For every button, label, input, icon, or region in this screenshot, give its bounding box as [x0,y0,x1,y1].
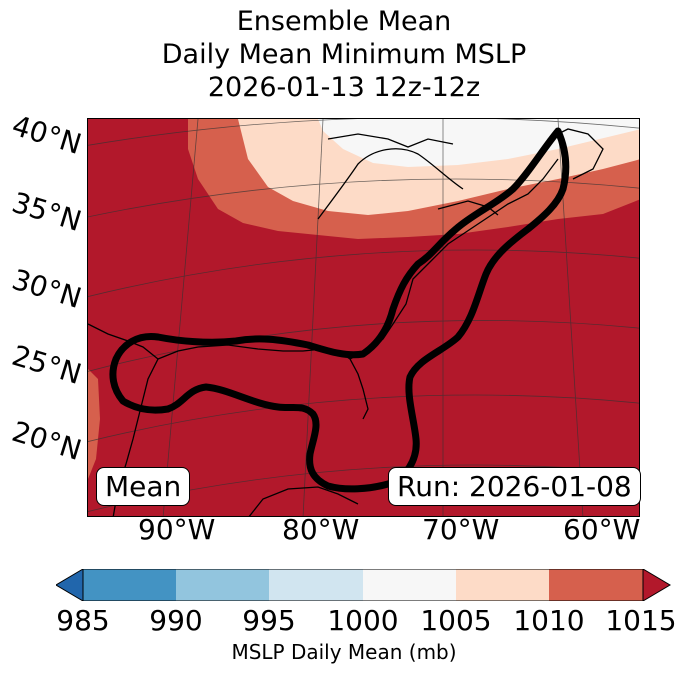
colorbar-tick-1010: 1010 [513,604,585,637]
map-canvas [88,119,639,516]
colorbar-segment [456,569,549,601]
lat-label-20n: 20°N [8,414,86,467]
colorbar-tick-1005: 1005 [420,604,492,637]
colorbar-extend-high [642,569,671,601]
map-panel [87,118,640,517]
lon-label-90w: 90°W [138,513,216,546]
title-line-1: Ensemble Mean [236,6,452,37]
mean-label: Mean [96,467,191,506]
threshold-contour [109,127,570,493]
lon-label-60w: 60°W [563,513,641,546]
shade-patch-sw [88,369,100,479]
lon-label-80w: 80°W [282,513,360,546]
colorbar-label: MSLP Daily Mean (mb) [231,640,457,664]
colorbar-segment [363,569,456,601]
colorbar-tick-990: 990 [149,604,203,637]
colorbar [56,569,671,601]
colorbar-extend-low [56,569,84,601]
colorbar-tick-995: 995 [242,604,296,637]
lat-label-35n: 35°N [8,185,86,238]
title-line-2: Daily Mean Minimum MSLP [161,39,527,70]
title-line-3: 2026-01-13 12z-12z [207,72,481,103]
lon-label-70w: 70°W [422,513,500,546]
colorbar-segment [83,569,176,601]
colorbar-segment [549,569,643,601]
colorbar-segment [269,569,363,601]
colorbar-outline [82,569,644,601]
lat-label-30n: 30°N [8,262,86,315]
run-label: Run: 2026-01-08 [388,467,641,506]
lat-label-40n: 40°N [8,108,86,161]
colorbar-tick-1000: 1000 [327,604,399,637]
lat-label-25n: 25°N [8,338,86,391]
colorbar-tick-1015: 1015 [605,604,677,637]
colorbar-segment [176,569,269,601]
colorbar-tick-985: 985 [56,604,110,637]
